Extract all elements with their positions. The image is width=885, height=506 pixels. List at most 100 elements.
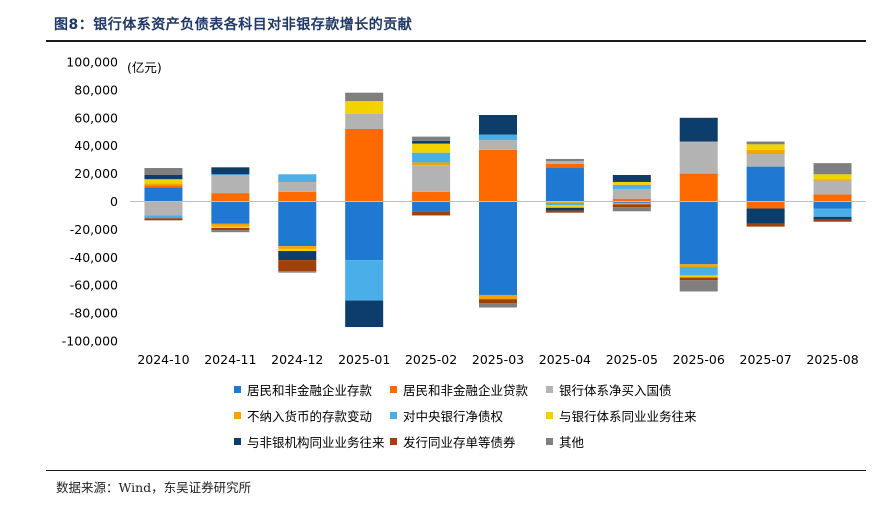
- bar-segment: [144, 168, 183, 175]
- bar-segment: [144, 215, 183, 219]
- bar-segment: [479, 149, 517, 202]
- bar-segment: [144, 185, 183, 188]
- bar-segment: [211, 223, 250, 227]
- bar-segment: [479, 299, 517, 304]
- bar-segment: [813, 174, 852, 180]
- bar-segment: [612, 184, 651, 189]
- bar-segment: [679, 275, 718, 278]
- bar-segment: [479, 201, 517, 295]
- legend-item: 与银行体系同业业务往来: [546, 406, 697, 425]
- bar-segment: [746, 141, 785, 145]
- bar-segment: [412, 162, 451, 166]
- legend-swatch: [234, 412, 241, 419]
- bar-segment: [545, 163, 584, 169]
- bar-segment: [679, 264, 718, 268]
- y-tick-label: -20,000: [70, 222, 118, 237]
- bar-segment: [211, 226, 250, 229]
- legend-swatch: [390, 438, 397, 445]
- bar-segment: [345, 300, 384, 328]
- bar-segment: [278, 260, 317, 272]
- bar-segment: [345, 113, 384, 129]
- bar-segment: [679, 201, 718, 265]
- bar-segment: [545, 207, 584, 211]
- x-tick-label: 2025-07: [740, 352, 792, 367]
- bar-segment: [278, 248, 317, 252]
- legend-swatch: [390, 386, 397, 393]
- legend-swatch: [546, 412, 553, 419]
- bar-segment: [278, 181, 317, 192]
- bar-segment: [746, 154, 785, 167]
- bar-segment: [545, 158, 584, 162]
- bar-segment: [211, 230, 250, 233]
- legend-swatch: [390, 412, 397, 419]
- bar-segment: [345, 92, 384, 102]
- legend-item: 与非银机构同业业务往来: [234, 432, 385, 451]
- bar-segment: [813, 180, 852, 195]
- x-tick-label: 2025-05: [606, 352, 658, 367]
- bar-segment: [679, 173, 718, 202]
- bar-segment: [345, 201, 384, 261]
- x-tick-label: 2024-11: [204, 352, 256, 367]
- legend-label: 与非银机构同业业务往来: [247, 435, 385, 450]
- bar-segment: [211, 174, 250, 175]
- bar-segment: [679, 267, 718, 276]
- bar-segment: [545, 201, 584, 203]
- y-tick-label: 20,000: [74, 166, 118, 181]
- bar-segment: [746, 208, 785, 224]
- bar-segment: [144, 201, 183, 216]
- bar-segment: [545, 210, 584, 213]
- y-tick-label: 0: [110, 194, 118, 209]
- bar-segment: [479, 303, 517, 308]
- legend-label: 居民和非金融企业贷款: [403, 383, 529, 398]
- bar-segment: [746, 149, 785, 155]
- legend-swatch: [546, 438, 553, 445]
- bar-segment: [545, 161, 584, 164]
- bar-segment: [479, 134, 517, 141]
- bar-segment: [412, 143, 451, 153]
- bar-segment: [278, 201, 317, 247]
- bar-segment: [345, 101, 384, 114]
- bar-segment: [144, 218, 183, 221]
- x-tick-label: 2024-10: [137, 352, 189, 367]
- y-tick-label: 80,000: [74, 82, 118, 97]
- legend-label: 不纳入货币的存款变动: [247, 409, 373, 424]
- bar-segment: [211, 174, 250, 194]
- bar-segment: [746, 223, 785, 227]
- bar-segment: [813, 179, 852, 181]
- legend-item: 居民和非金融企业贷款: [390, 380, 528, 399]
- bar-segment: [612, 181, 651, 185]
- legend-label: 对中央银行净债权: [403, 409, 504, 424]
- bar-segment: [813, 219, 852, 222]
- bar-segment: [612, 174, 651, 182]
- legend-item: 银行体系净买入国债: [546, 380, 672, 399]
- bar-segment: [345, 128, 384, 202]
- bar-segment: [278, 271, 317, 273]
- bar-segment: [412, 201, 451, 212]
- x-tick-label: 2025-04: [539, 352, 591, 367]
- bar-segment: [612, 188, 651, 199]
- legend-item: 不纳入货币的存款变动: [234, 406, 372, 425]
- bar-segment: [278, 251, 317, 261]
- legend-label: 居民和非金融企业存款: [247, 383, 373, 398]
- x-tick-label: 2024-12: [271, 352, 323, 367]
- bar-segment: [412, 140, 451, 144]
- bar-segment: [612, 202, 651, 205]
- bar-segment: [545, 202, 584, 205]
- bar-segment: [612, 207, 651, 212]
- y-tick-label: -60,000: [70, 278, 118, 293]
- bar-segment: [746, 166, 785, 202]
- bar-segment: [612, 204, 651, 208]
- figure-title: 图8：银行体系资产负债表各科目对非银存款增长的贡献: [54, 17, 413, 33]
- bar-segment: [211, 167, 250, 175]
- unit-label: (亿元): [127, 60, 162, 75]
- x-tick-label: 2025-02: [405, 352, 457, 367]
- bar-segment: [813, 208, 852, 217]
- legend-item: 发行同业存单等债券: [390, 432, 516, 451]
- bar-segment: [144, 187, 183, 202]
- legend-label: 银行体系净买入国债: [559, 383, 672, 398]
- bar-segment: [144, 183, 183, 186]
- bar-segment: [813, 194, 852, 202]
- bar-segment: [679, 277, 718, 281]
- bar-segment: [545, 168, 584, 202]
- y-tick-label: -80,000: [70, 306, 118, 321]
